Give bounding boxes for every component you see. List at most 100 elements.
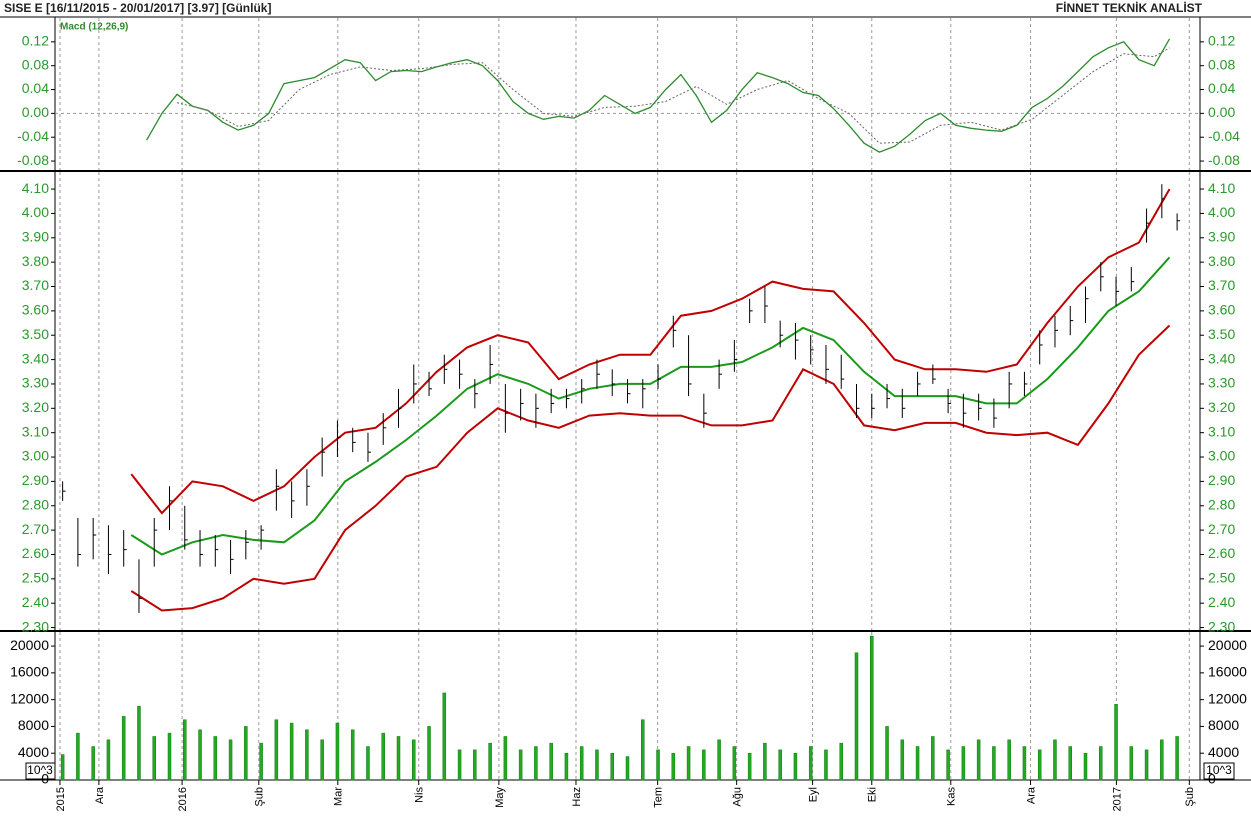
unit-box <box>1203 762 1235 780</box>
volume-bar <box>1007 739 1011 781</box>
volume-bar <box>1144 749 1149 781</box>
y-tick-label: 4.10 <box>22 180 49 196</box>
y-tick-label: 3.10 <box>1208 423 1235 439</box>
volume-bar <box>824 749 828 781</box>
y-tick-label: 16000 <box>1208 664 1247 680</box>
x-tick-label: Kas <box>946 787 958 806</box>
volume-bar <box>213 736 218 781</box>
volume-bar <box>152 736 156 781</box>
volume-bar <box>259 742 263 781</box>
y-tick-label: -0.08 <box>17 152 49 168</box>
volume-bar <box>534 746 538 781</box>
y-tick-label: 3.80 <box>1208 253 1235 269</box>
y-tick-label: 8000 <box>1208 717 1239 733</box>
y-tick-label: 0.04 <box>1208 80 1235 96</box>
volume-bar <box>808 746 813 781</box>
y-tick-label: 0.08 <box>1208 56 1235 72</box>
volume-bar <box>518 749 523 781</box>
volume-bar <box>244 726 248 781</box>
x-tick-label: Şub <box>254 787 266 807</box>
y-tick-label: 2.40 <box>1208 594 1235 610</box>
volume-bar <box>992 746 996 781</box>
y-tick-label: 3.60 <box>22 302 49 318</box>
y-tick-label: 3.30 <box>22 375 49 391</box>
volume-bar <box>335 722 340 781</box>
y-tick-label: 2.90 <box>22 472 49 488</box>
volume-bar <box>1053 739 1057 781</box>
volume-bar <box>289 722 294 781</box>
y-tick-label: 2.30 <box>22 618 49 634</box>
volume-bar <box>1022 746 1027 781</box>
volume-bar <box>839 742 843 781</box>
volume-bar <box>793 752 798 781</box>
y-tick-label: 0.08 <box>22 56 49 72</box>
x-tick-label: 2015 <box>55 787 67 811</box>
x-tick-label: 2016 <box>177 787 189 811</box>
volume-bar <box>763 742 767 781</box>
volume-bar <box>946 749 950 781</box>
volume-bar <box>885 726 889 781</box>
y-tick-label: 3.00 <box>22 448 49 464</box>
header-brand: FİNNET TEKNİK ANALİST <box>1056 0 1203 15</box>
volume-bar <box>1037 749 1042 781</box>
macd-line <box>176 47 1170 144</box>
volume-bar <box>778 749 782 781</box>
y-tick-label: 3.40 <box>1208 350 1235 366</box>
volume-bar <box>473 749 477 781</box>
volume-bar <box>427 726 431 781</box>
volume-bar <box>961 746 966 781</box>
unit-label: 10^3 <box>1206 763 1232 777</box>
x-tick-label: Haz <box>571 787 583 807</box>
volume-bar <box>274 719 279 781</box>
volume-bar <box>1114 704 1118 781</box>
x-tick-label: May <box>494 787 506 808</box>
volume-bar <box>198 729 202 781</box>
volume-bar <box>564 752 569 781</box>
volume-bar <box>976 739 981 781</box>
header-title: SISE E [16/11/2015 - 20/01/2017] [3.97] … <box>4 1 271 15</box>
x-tick-label: Mar <box>333 787 345 806</box>
y-tick-label: 0.00 <box>1208 104 1235 120</box>
y-tick-label: -0.04 <box>1208 128 1240 144</box>
y-tick-label: 4.10 <box>1208 180 1235 196</box>
volume-bar <box>167 732 172 781</box>
y-tick-label: 0.00 <box>22 104 49 120</box>
y-tick-label: 3.50 <box>1208 326 1235 342</box>
y-tick-label: 2.70 <box>1208 521 1235 537</box>
volume-bar <box>747 752 752 781</box>
x-tick-label: 2017 <box>1111 787 1123 811</box>
volume-bar <box>702 749 706 781</box>
volume-bar <box>671 752 676 781</box>
volume-bar <box>412 739 416 781</box>
volume-bar <box>1099 746 1103 781</box>
y-tick-label: 8000 <box>18 717 49 733</box>
volume-bar <box>915 746 920 781</box>
x-tick-label: Tem <box>653 787 665 808</box>
y-tick-label: 2.70 <box>22 521 49 537</box>
y-tick-label: 2.90 <box>1208 472 1235 488</box>
y-tick-label: 0 <box>41 771 49 787</box>
volume-bar <box>442 692 447 781</box>
y-tick-label: 0.12 <box>22 33 49 49</box>
band-line <box>130 256 1171 556</box>
x-tick-label: Eki <box>867 787 879 802</box>
macd-line <box>146 38 1171 153</box>
y-tick-label: 0 <box>1208 771 1216 787</box>
y-tick-label: 2.40 <box>22 594 49 610</box>
y-tick-label: 3.70 <box>22 277 49 293</box>
y-tick-label: 3.70 <box>1208 277 1235 293</box>
y-tick-label: 4.00 <box>22 204 49 220</box>
volume-bar <box>396 736 401 781</box>
y-tick-label: 20000 <box>10 637 49 653</box>
y-tick-label: 2.50 <box>1208 570 1235 586</box>
volume-bar <box>305 729 309 781</box>
y-tick-label: 2.30 <box>1208 618 1235 634</box>
y-tick-label: 2.60 <box>22 545 49 561</box>
volume-bar <box>931 736 935 781</box>
volume-bar <box>503 736 508 781</box>
y-tick-label: 12000 <box>10 690 49 706</box>
y-tick-label: 4000 <box>18 744 49 760</box>
volume-bar <box>106 739 111 781</box>
